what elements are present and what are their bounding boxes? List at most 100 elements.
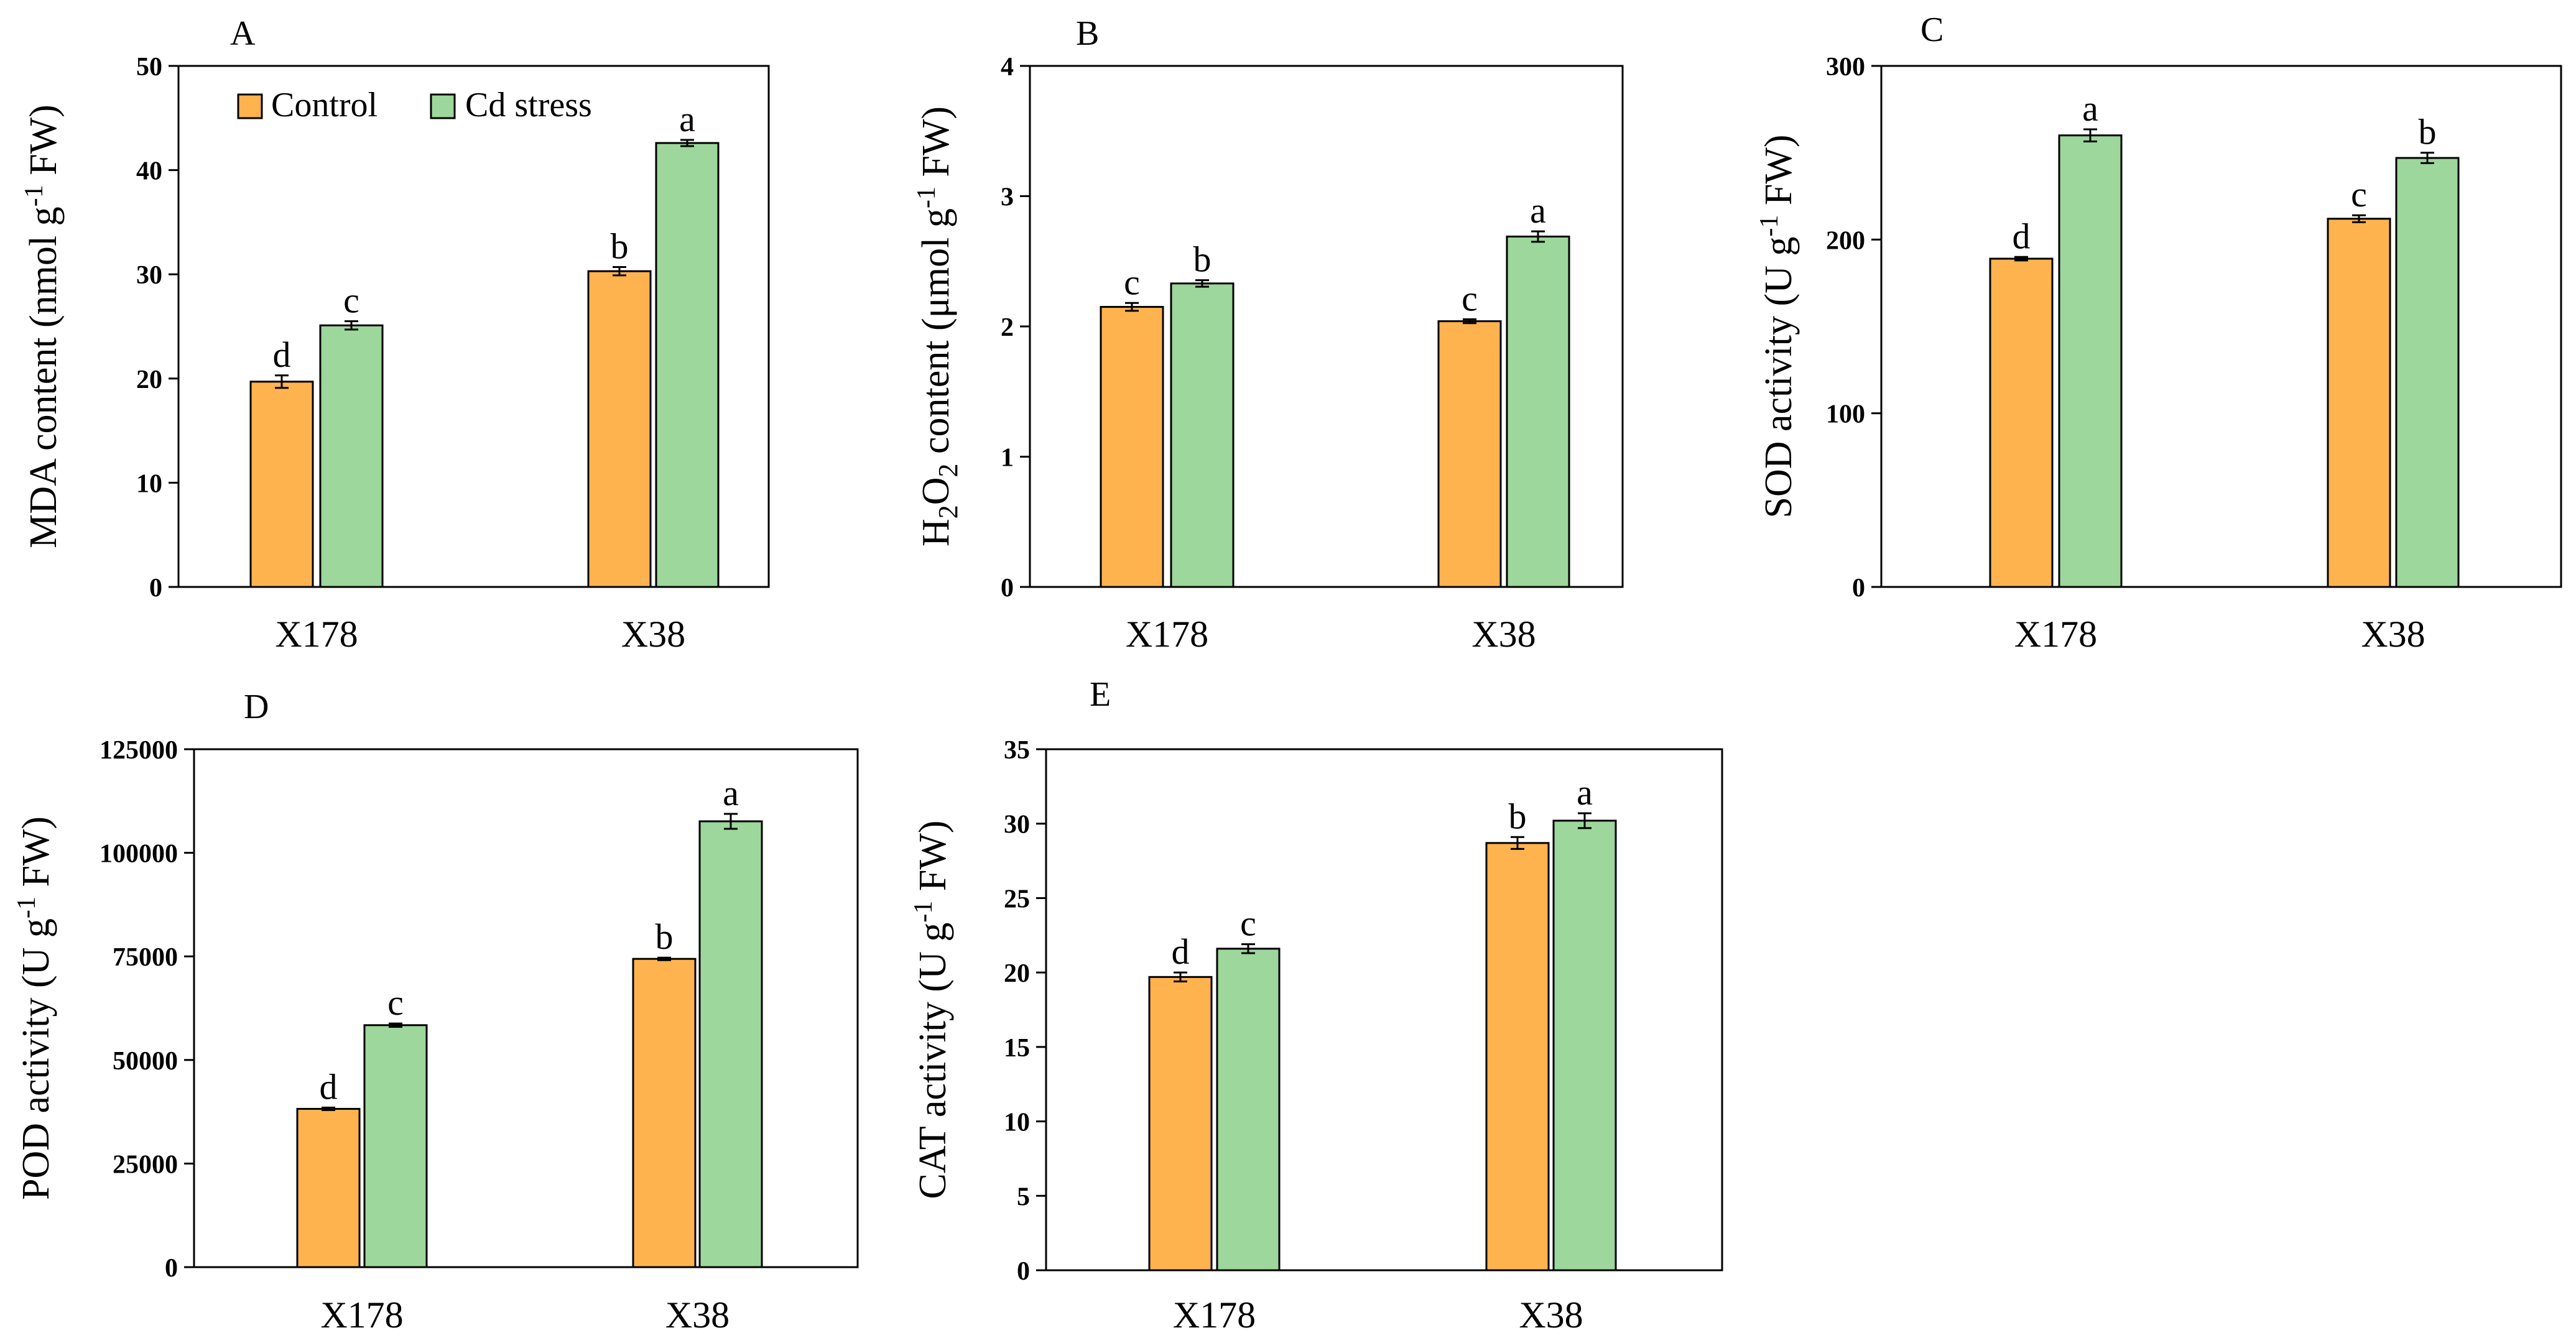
y-tick-label: 300 xyxy=(1826,53,1865,81)
y-tick-label: 10 xyxy=(1004,1109,1030,1137)
x-category-label: X38 xyxy=(621,614,685,655)
y-tick-label: 15 xyxy=(1004,1034,1030,1063)
bar-cd-stress-x178 xyxy=(1216,948,1281,1271)
significance-letter: d xyxy=(1172,931,1190,972)
panel-letter: A xyxy=(230,14,256,53)
x-category-label: X178 xyxy=(1126,614,1208,655)
bar-control-x38 xyxy=(1437,320,1502,588)
bar-cd-stress-x178 xyxy=(1170,282,1235,588)
bar-cd-stress-x38 xyxy=(698,820,763,1268)
legend-swatch-control xyxy=(237,93,263,119)
chart-panel-e: E 0 5 10 15 20 25 30 35 CAT activity (U g-1 FW) d c… xyxy=(909,675,1723,1336)
y-tick-label: 1 xyxy=(1001,444,1014,473)
significance-letter: b xyxy=(656,916,674,957)
x-category-label: X178 xyxy=(275,614,358,655)
significance-letter: d xyxy=(2013,216,2031,256)
significance-letter: c xyxy=(343,280,359,321)
y-axis-label: H2O2 content (μmol g-1 FW) xyxy=(912,106,963,547)
y-tick-label: 100 xyxy=(1826,400,1865,429)
y-tick-label: 125000 xyxy=(100,736,178,765)
bar-cd-stress-x178 xyxy=(319,324,384,588)
significance-letter: a xyxy=(723,773,739,813)
x-category-label: X38 xyxy=(1471,614,1536,655)
bar-cd-stress-x38 xyxy=(2395,157,2460,588)
bar-control-x178 xyxy=(1989,257,2054,588)
significance-letter: b xyxy=(1509,796,1527,836)
y-tick-label: 25000 xyxy=(113,1150,178,1179)
y-axis-label: SOD activity (U g-1 FW) xyxy=(1755,134,1800,518)
significance-letter: c xyxy=(1462,278,1478,318)
y-tick-label: 30 xyxy=(136,261,162,290)
y-tick-label: 20 xyxy=(1004,959,1030,988)
x-category-label: X178 xyxy=(2014,614,2097,655)
chart-panel-c: C 0 100 200 300 SOD activity (U g-1 FW) d a X178… xyxy=(1755,11,2562,655)
legend-swatch-cd-stress xyxy=(430,93,456,119)
significance-letter: b xyxy=(1193,239,1212,280)
y-tick-label: 0 xyxy=(1852,574,1865,602)
significance-letter: c xyxy=(1240,903,1256,944)
significance-letter: a xyxy=(2082,88,2098,129)
x-category-label: X178 xyxy=(320,1295,403,1336)
y-tick-label: 40 xyxy=(136,157,162,186)
y-tick-label: 3 xyxy=(1001,183,1014,212)
x-category-label: X38 xyxy=(1519,1295,1583,1336)
bar-cd-stress-x38 xyxy=(1552,819,1617,1271)
y-tick-label: 25 xyxy=(1004,885,1030,913)
bar-cd-stress-x178 xyxy=(2058,134,2123,588)
bar-control-x38 xyxy=(587,270,652,588)
y-tick-label: 50 xyxy=(136,53,162,81)
x-category-label: X38 xyxy=(2361,614,2425,655)
y-axis-label: CAT activity (U g-1 FW) xyxy=(909,820,954,1199)
y-axis-label: POD activity (U g-1 FW) xyxy=(12,816,57,1200)
bar-control-x178 xyxy=(296,1107,361,1268)
panel-letter: B xyxy=(1076,14,1099,53)
y-tick-label: 75000 xyxy=(113,943,178,972)
y-tick-label: 10 xyxy=(136,469,162,498)
panel-letter: E xyxy=(1090,675,1111,714)
y-tick-label: 30 xyxy=(1004,811,1030,839)
bar-cd-stress-x178 xyxy=(363,1024,428,1268)
legend-label-cd-stress: Cd stress xyxy=(465,86,592,124)
y-tick-label: 100000 xyxy=(100,840,178,869)
significance-letter: b xyxy=(2419,112,2437,152)
y-tick-label: 0 xyxy=(165,1254,178,1283)
bar-control-x178 xyxy=(1100,306,1164,588)
legend-label-control: Control xyxy=(271,86,378,124)
bar-cd-stress-x38 xyxy=(655,142,720,588)
plot-frame xyxy=(177,65,770,588)
y-tick-label: 0 xyxy=(1001,574,1014,602)
plot-frame xyxy=(1880,65,2562,588)
y-tick-label: 200 xyxy=(1826,226,1865,255)
bar-control-x38 xyxy=(1485,842,1550,1271)
y-axis-label: MDA content (nmol g-1 FW) xyxy=(20,104,65,548)
significance-letter: a xyxy=(1577,772,1593,813)
significance-letter: a xyxy=(1530,190,1546,231)
y-tick-label: 0 xyxy=(1017,1257,1030,1286)
plot-frame xyxy=(193,748,859,1268)
panel-letter: D xyxy=(244,688,269,726)
y-tick-label: 4 xyxy=(1001,53,1014,81)
y-tick-label: 50000 xyxy=(113,1047,178,1076)
chart-panel-d: D 0 25000 50000 75000 100000 125000 POD activit… xyxy=(12,688,859,1336)
bar-control-x38 xyxy=(2327,218,2391,588)
y-tick-label: 2 xyxy=(1001,313,1014,342)
legend: Control Cd stress xyxy=(237,86,592,124)
bar-cd-stress-x38 xyxy=(1506,235,1570,588)
significance-letter: b xyxy=(611,226,629,266)
y-tick-label: 20 xyxy=(136,366,162,394)
significance-letter: d xyxy=(320,1066,338,1107)
significance-letter: a xyxy=(679,99,695,139)
significance-letter: c xyxy=(387,982,404,1023)
significance-letter: c xyxy=(1124,262,1140,302)
y-tick-label: 5 xyxy=(1017,1183,1030,1211)
panel-letter: C xyxy=(1920,11,1944,49)
chart-panel-a: A 0 10 20 30 40 50 MDA content (nmol g-1 FW) d c X… xyxy=(20,14,770,655)
bar-control-x178 xyxy=(1148,976,1213,1271)
x-category-label: X178 xyxy=(1173,1295,1256,1336)
significance-letter: c xyxy=(2351,174,2367,215)
y-tick-label: 0 xyxy=(149,574,162,602)
plot-frame xyxy=(1045,748,1723,1271)
bar-control-x38 xyxy=(632,958,697,1268)
significance-letter: d xyxy=(273,335,291,375)
